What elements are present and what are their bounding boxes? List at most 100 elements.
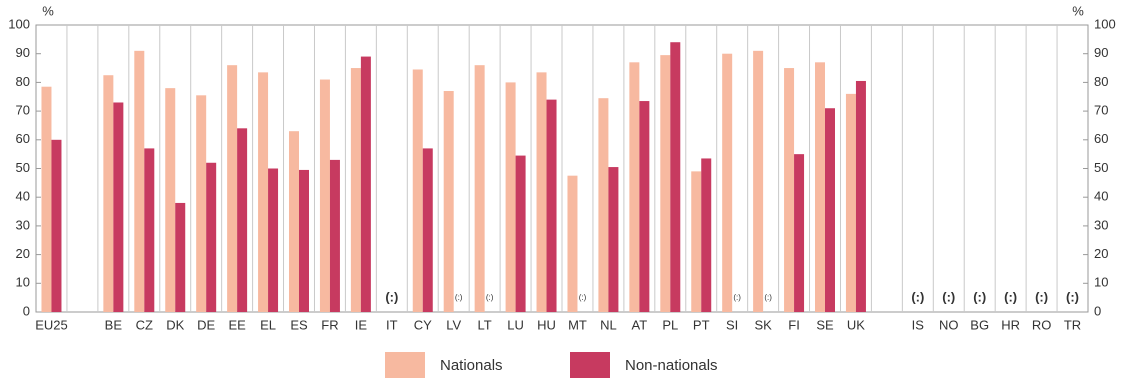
missing-label: (:) (973, 289, 986, 304)
x-tick-label: UK (847, 317, 865, 332)
bar (536, 72, 547, 312)
x-tick-label: CY (414, 317, 432, 332)
bar (206, 162, 217, 312)
bar (319, 79, 330, 312)
x-tick-label: IE (355, 317, 368, 332)
x-tick-label: PT (693, 317, 710, 332)
y-tick-label: 70 (16, 103, 30, 118)
bar (701, 158, 712, 312)
bar (722, 53, 733, 312)
x-tick-label: NO (939, 317, 959, 332)
missing-label: (:) (1004, 289, 1017, 304)
x-tick-label: AT (632, 317, 648, 332)
bar (51, 139, 62, 312)
y-tick-label: 100 (8, 16, 30, 31)
bar (474, 65, 485, 313)
missing-label: (:) (579, 293, 587, 302)
bar (237, 128, 248, 312)
bar (845, 93, 856, 312)
missing-label: (:) (455, 293, 463, 302)
bar (784, 68, 795, 312)
bar (825, 108, 835, 312)
bar (660, 55, 671, 312)
y-tick-label: 80 (16, 74, 30, 89)
y-tick-label: 90 (16, 45, 30, 60)
bar (515, 155, 526, 312)
bar (639, 101, 650, 313)
missing-label: (:) (1066, 289, 1079, 304)
x-tick-label: EL (260, 317, 276, 332)
x-tick-label: TR (1064, 317, 1081, 332)
x-tick-label: ES (290, 317, 308, 332)
y-tick-label: 20 (16, 246, 30, 261)
y-tick-label: 50 (16, 160, 30, 175)
x-tick-label: RO (1032, 317, 1052, 332)
y2-tick-label: 60 (1094, 131, 1108, 146)
missing-label: (:) (764, 293, 772, 302)
y2-tick-label: 20 (1094, 246, 1108, 261)
bar (670, 42, 681, 312)
missing-label: (:) (486, 293, 494, 302)
y2-tick-label: 10 (1094, 275, 1108, 290)
missing-label: (:) (1035, 289, 1048, 304)
x-tick-label: PL (662, 317, 678, 332)
x-tick-label: BG (970, 317, 989, 332)
x-tick-label: NL (600, 317, 617, 332)
bar (794, 154, 805, 312)
bar (329, 159, 340, 312)
y2-tick-label: 100 (1094, 16, 1116, 31)
bar (360, 56, 371, 312)
bar (175, 202, 186, 312)
x-tick-label: EE (228, 317, 246, 332)
y2-tick-label: 80 (1094, 74, 1108, 89)
bar (629, 62, 640, 313)
bar (546, 99, 557, 313)
y2-tick-label: 90 (1094, 45, 1108, 60)
bar (103, 75, 114, 312)
bar (567, 175, 578, 312)
y-tick-label: 30 (16, 217, 30, 232)
bar (165, 88, 176, 312)
bar (412, 69, 423, 312)
x-tick-label: MT (568, 317, 587, 332)
x-tick-label: SI (726, 317, 738, 332)
missing-label: (:) (385, 289, 398, 304)
missing-label: (:) (911, 289, 924, 304)
x-tick-label: FR (321, 317, 338, 332)
bar (113, 102, 124, 313)
x-tick-label: EU25 (35, 317, 68, 332)
x-tick-label: DK (166, 317, 184, 332)
bar (144, 148, 155, 312)
missing-label: (:) (733, 293, 741, 302)
bar (268, 168, 279, 312)
y-unit: % (42, 3, 54, 18)
y2-tick-label: 50 (1094, 160, 1108, 175)
y-tick-label: 40 (16, 189, 30, 204)
y-tick-label: 0 (23, 303, 30, 318)
y2-tick-label: 40 (1094, 189, 1108, 204)
bar (855, 80, 866, 312)
y-tick-label: 60 (16, 131, 30, 146)
y2-unit: % (1072, 3, 1084, 18)
bar (299, 169, 309, 312)
bar (505, 82, 516, 313)
x-tick-label: HR (1001, 317, 1020, 332)
bar (753, 50, 764, 313)
x-tick-label: IT (386, 317, 398, 332)
x-tick-label: DE (197, 317, 215, 332)
bar (227, 65, 238, 313)
x-tick-label: SK (754, 317, 772, 332)
y2-tick-label: 70 (1094, 103, 1108, 118)
legend-label: Non-nationals (625, 357, 718, 374)
legend-swatch (570, 352, 610, 378)
x-tick-label: CZ (136, 317, 153, 332)
y2-tick-label: 0 (1094, 303, 1101, 318)
bar (608, 167, 619, 312)
bar (691, 171, 702, 312)
legend-label: Nationals (440, 357, 503, 374)
bar (289, 131, 299, 312)
bar (134, 50, 145, 313)
bar (258, 72, 269, 312)
bar (443, 91, 454, 312)
